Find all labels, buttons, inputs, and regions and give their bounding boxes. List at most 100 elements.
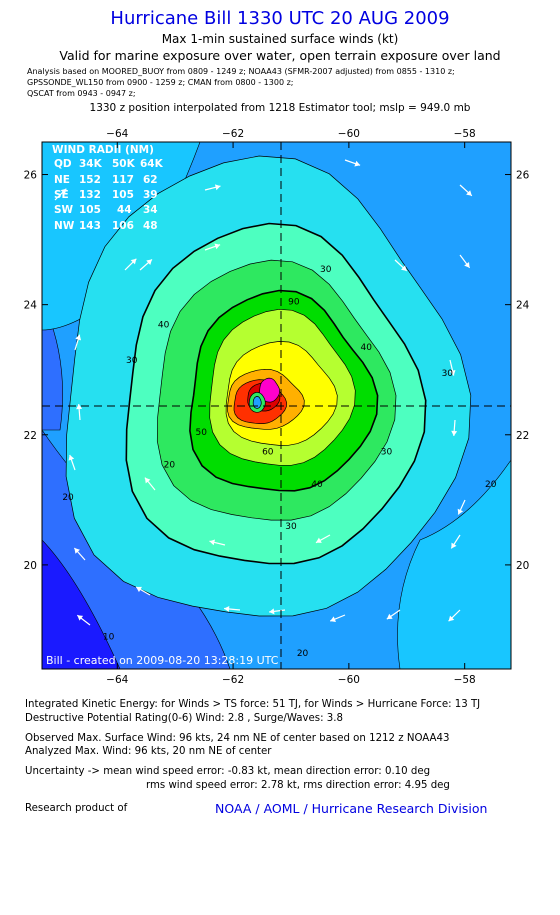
organization-credit: NOAA / AOML / Hurricane Research Divisio… [215, 801, 488, 816]
wind-radii-table: WIND RADII (NM) QD 34K 50K 64K NE 152 11… [52, 144, 164, 232]
wind-arrow-head [464, 262, 470, 268]
contour-label: 30 [381, 447, 393, 457]
wind-radii-nw-label: NW [54, 220, 75, 232]
wind-arrow-head [315, 537, 322, 543]
wind-arrow-head [457, 508, 464, 515]
wind-arrow-head [60, 188, 67, 195]
wind-radii-sw-50k: 44 [117, 204, 132, 216]
observed-max-wind-line: Observed Max. Surface Wind: 96 kts, 24 n… [25, 733, 450, 744]
x-tick-label-bottom: −60 [338, 674, 360, 686]
wind-arrow-head [224, 605, 230, 612]
contour-label: 30 [285, 522, 297, 532]
wind-arrow-head [209, 539, 216, 546]
rms-error-line: rms wind speed error: 2.78 kt, rms direc… [146, 780, 450, 791]
contour-label: 20 [485, 480, 497, 490]
contour-label: 90 [288, 298, 300, 308]
y-tick-label-right: 20 [516, 560, 529, 572]
plot-frame [41, 141, 512, 670]
chart-title: Hurricane Bill 1330 UTC 20 AUG 2009 [110, 8, 450, 29]
x-tick-label-bottom: −64 [106, 674, 128, 686]
wind-arrow-head [77, 615, 84, 621]
wind-radii-se-50k: 105 [112, 189, 134, 201]
wind-arrow-head [466, 190, 472, 196]
wind-arrow-head [214, 243, 221, 250]
contour-label: 40 [311, 480, 323, 490]
wind-radii-nw-50k: 106 [112, 220, 134, 232]
contour-label: 40 [158, 320, 170, 330]
contour-label: 30 [442, 369, 454, 379]
wind-radii-ne-34k: 152 [79, 174, 101, 186]
wind-radii-sw-34k: 105 [79, 204, 101, 216]
wind-arrow-head [146, 259, 153, 265]
wind-radii-se-34k: 132 [79, 189, 101, 201]
analysis-source-line-3: QSCAT from 0943 - 0947 z; [27, 89, 136, 98]
wind-arrow-head [214, 184, 221, 191]
wind-radii-sw-label: SW [54, 204, 74, 216]
wind-radii-header-qd: QD [54, 158, 72, 170]
wind-arrow-head [144, 477, 151, 484]
wind-arrow-head [448, 615, 455, 622]
contour-label: 50 [196, 428, 208, 438]
y-tick-label-right: 26 [516, 170, 530, 182]
y-tick-label-left: 24 [24, 300, 38, 312]
contour-label: 30 [126, 356, 138, 366]
contour-label: 20 [164, 460, 176, 470]
wind-field-map: 30 30 30 30 30 40 40 40 50 60 90 20 20 20 20 10 WIND RA… [42, 142, 511, 669]
wind-radii-header-50k: 50K [112, 158, 136, 170]
y-tick-label-right: 22 [516, 430, 529, 442]
x-tick-label-top: −60 [338, 128, 360, 140]
chart-subtitle-exposure: Valid for marine exposure over water, op… [59, 48, 501, 63]
wind-arrow-head [130, 258, 137, 265]
wind-arrow-head [451, 430, 458, 436]
wind-radii-nw-64k: 48 [143, 220, 158, 232]
wind-field-chart: 30 30 30 30 30 40 40 40 50 60 90 20 20 20 20 10 WIND RA… [24, 128, 530, 686]
wind-arrow-head [354, 160, 361, 167]
wind-radii-header-34k: 34K [79, 158, 103, 170]
wind-radii-ne-label: NE [54, 174, 70, 186]
destructive-potential-line: Destructive Potential Rating(0-6) Wind: … [25, 713, 343, 724]
wind-radii-sw-64k: 34 [143, 204, 158, 216]
wind-arrow-head [449, 370, 456, 376]
contour-label: 20 [297, 649, 309, 659]
wind-arrow-head [68, 454, 75, 461]
wind-arrow-head [76, 404, 83, 410]
wind-arrow-head [400, 265, 407, 271]
research-product-label: Research product of [25, 803, 128, 814]
wind-arrow-head [386, 613, 393, 620]
analysis-source-line-2: GPSSONDE_WL150 from 0900 - 1259 z; CMAN … [27, 78, 294, 87]
y-tick-label-right: 24 [516, 300, 530, 312]
wind-arrow-head [451, 542, 457, 549]
band-peak-wind [259, 377, 280, 403]
contour-label: 10 [103, 633, 115, 643]
wind-radii-ne-50k: 117 [112, 174, 134, 186]
y-tick-label-left: 22 [24, 430, 37, 442]
contour-labels: 30 30 30 30 30 40 40 40 50 60 90 20 20 20 20 10 [62, 265, 496, 659]
eye-center [252, 396, 262, 409]
wind-radii-ne-64k: 62 [143, 174, 158, 186]
kinetic-energy-line: Integrated Kinetic Energy: for Winds > T… [25, 699, 481, 710]
y-tick-label-left: 20 [24, 560, 37, 572]
x-tick-label-bottom: −58 [454, 674, 476, 686]
uncertainty-line: Uncertainty -> mean wind speed error: -0… [25, 766, 431, 777]
band-east-patch [397, 459, 511, 669]
wind-arrow-head [74, 548, 80, 554]
contour-label: 20 [62, 493, 74, 503]
wind-arrows [54, 159, 473, 626]
contour-label: 40 [361, 343, 373, 353]
wind-radii-se-label: SE [54, 189, 69, 201]
creation-footnote: Bill - created on 2009-08-20 13:28:19 UT… [46, 654, 279, 667]
wind-radii-nw-34k: 143 [79, 220, 101, 232]
y-tick-label-left: 26 [24, 170, 38, 182]
x-tick-label-top: −58 [454, 128, 476, 140]
wind-arrow-head [269, 608, 275, 615]
x-tick-label-top: −62 [222, 128, 244, 140]
chart-subtitle: Max 1-min sustained surface winds (kt) [161, 32, 399, 46]
contour-label: 60 [262, 447, 274, 457]
position-note: 1330 z position interpolated from 1218 E… [89, 102, 471, 114]
wind-radii-title: WIND RADII (NM) [52, 144, 154, 156]
wind-arrow-head [136, 586, 142, 593]
contour-label: 30 [320, 265, 332, 275]
x-tick-label-bottom: −62 [222, 674, 244, 686]
x-tick-label-top: −64 [106, 128, 128, 140]
wind-speed-bands [42, 142, 511, 669]
